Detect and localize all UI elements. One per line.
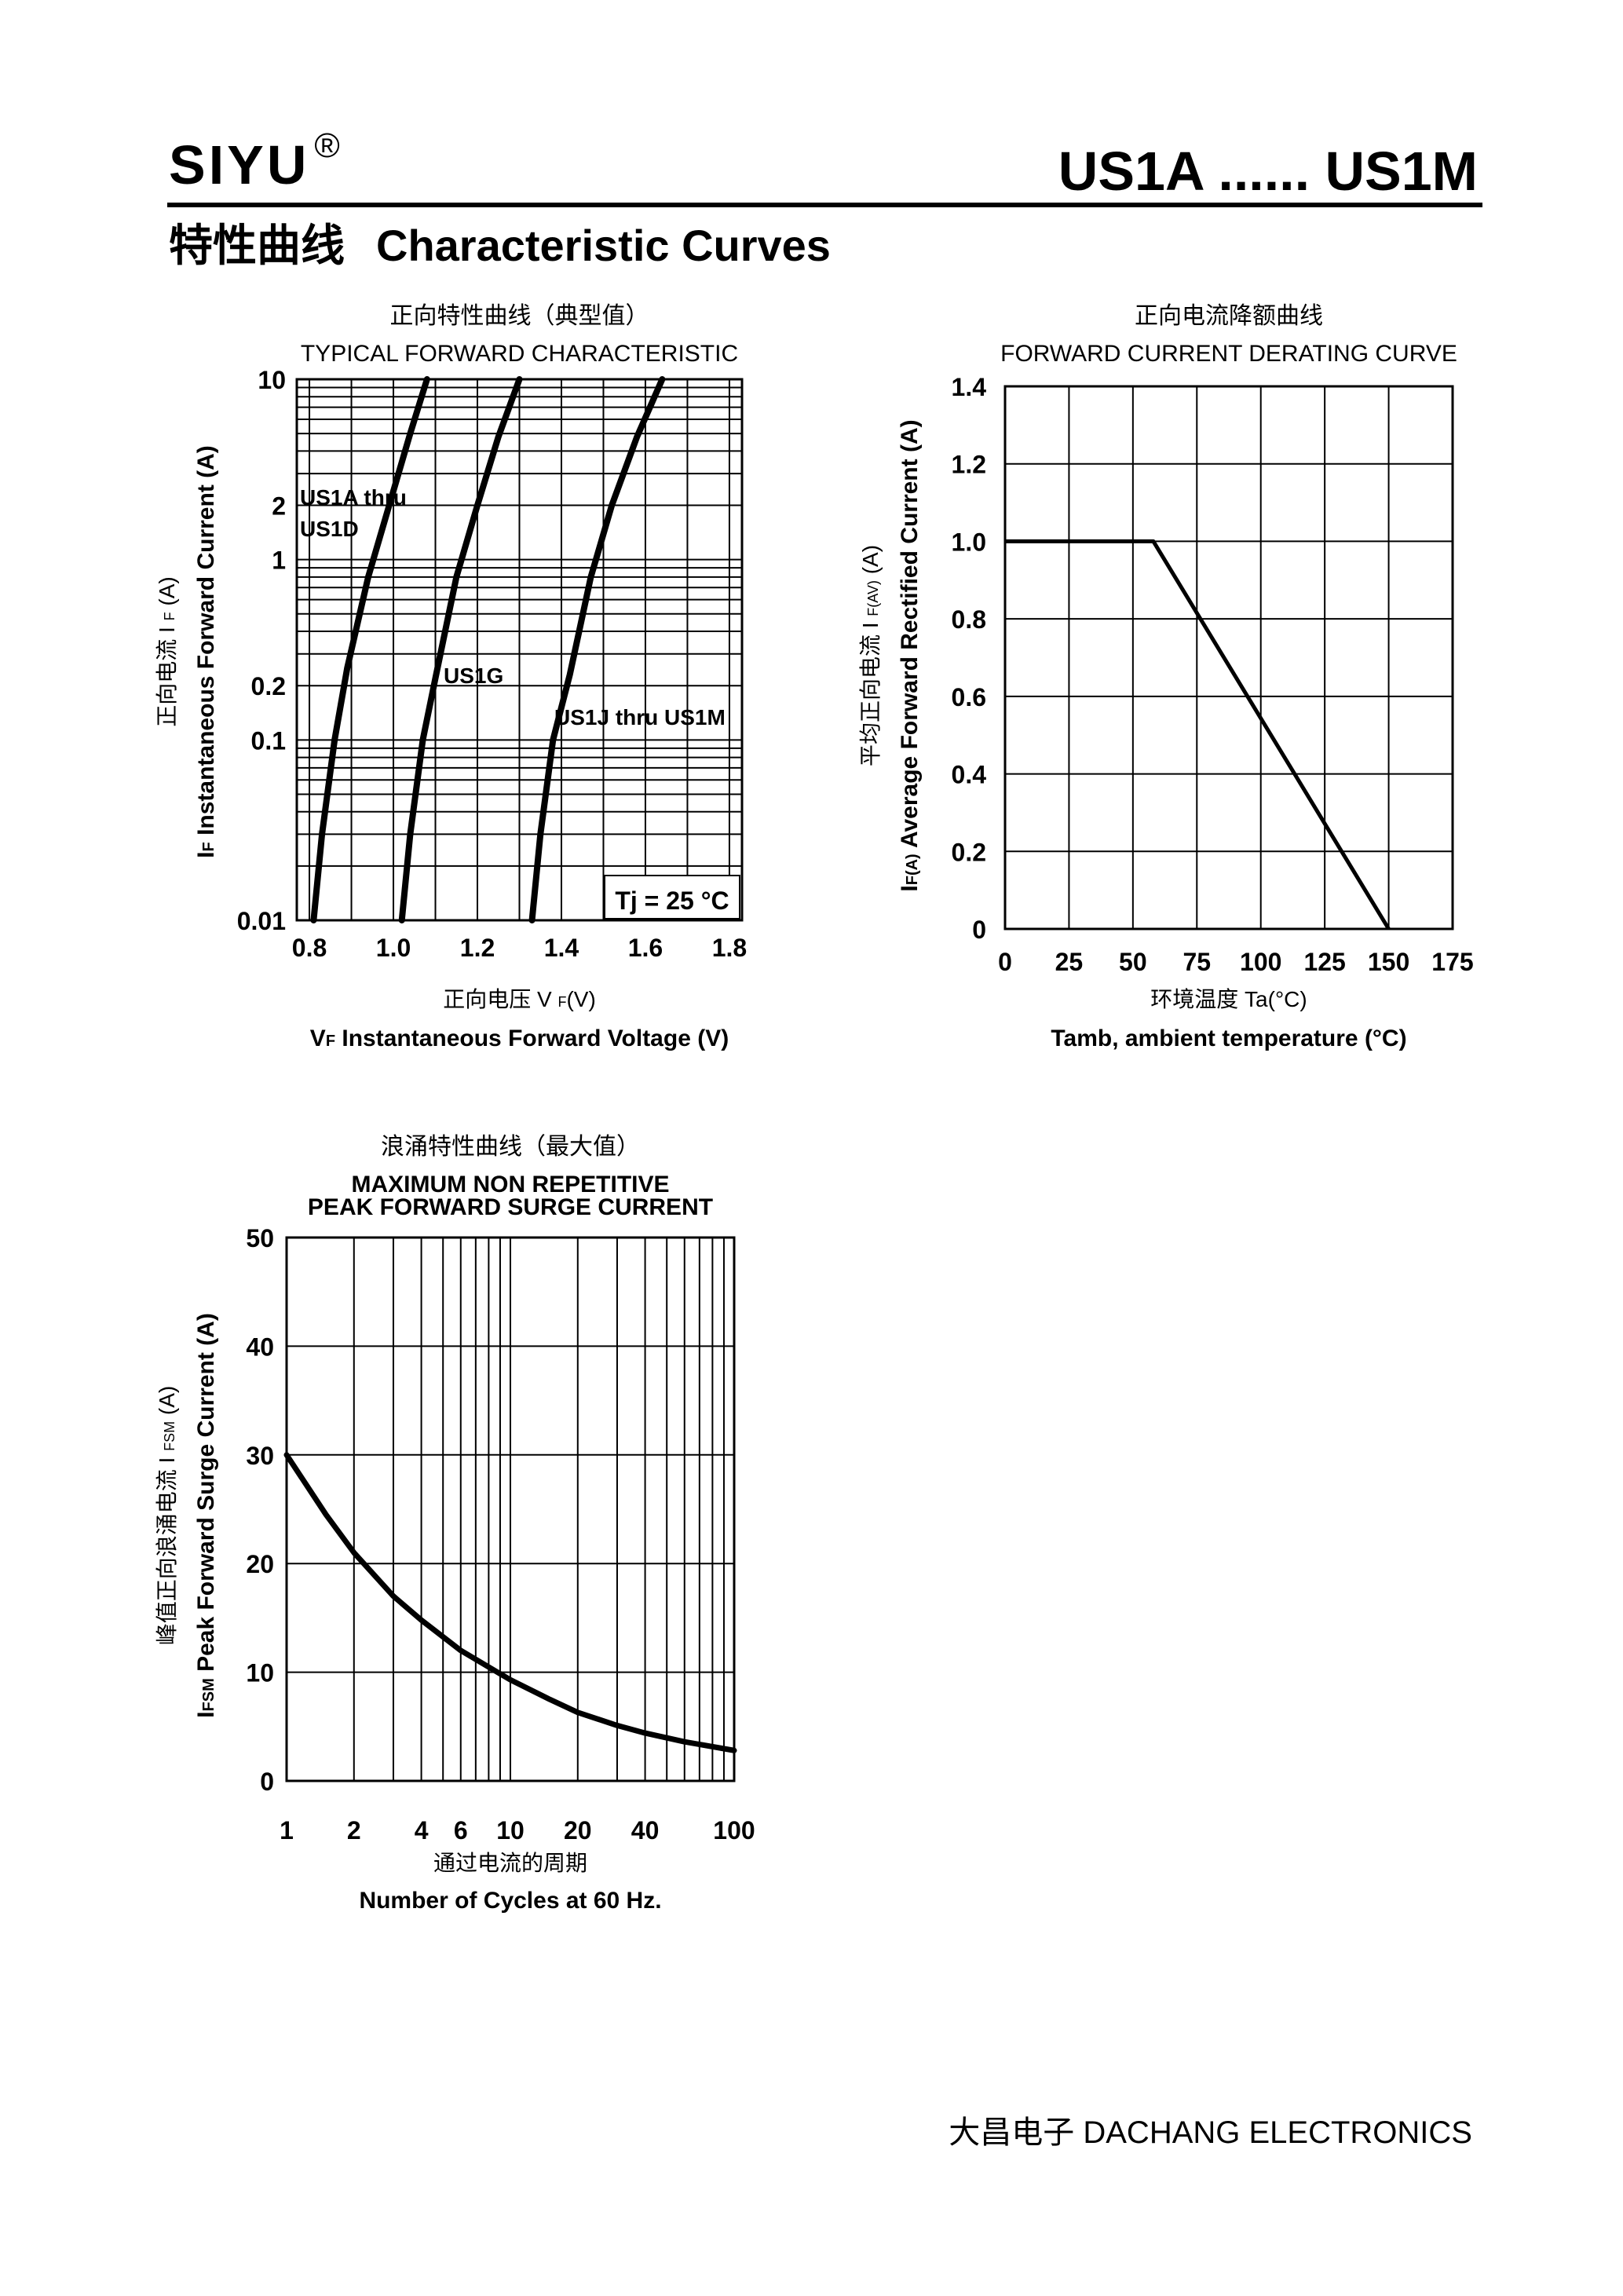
series-label: US1G [444,664,503,688]
x-tick-label: 10 [496,1816,525,1844]
x-axis-label: Number of Cycles at 60 Hz. [359,1888,661,1914]
x-tick-label: 1 [280,1816,294,1844]
x-tick-label: 100 [713,1816,755,1844]
x-tick-label: 40 [631,1816,660,1844]
y-tick-label: 0 [260,1768,274,1796]
series-line [310,376,430,923]
derating-chart: 正向电流降额曲线 FORWARD CURRENT DERATING CURVE 0 2… [858,303,1474,1051]
series-line [398,376,523,923]
y-tick-label: 40 [246,1333,274,1361]
x-axis-label: Tamb, ambient temperature (°C) [1051,1026,1406,1051]
section-title-cn: 特性曲线 [169,221,345,270]
series-label: US1D [300,517,359,541]
y-tick-label: 1.0 [952,528,986,556]
chart2-title: FORWARD CURRENT DERATING CURVE [1000,341,1457,367]
footer-company: 大昌电子 DACHANG ELECTRONICS [949,2115,1472,2150]
x-tick-label: 75 [1183,948,1211,976]
y-tick-label: 0.1 [251,726,286,755]
y-tick-label: 0.2 [952,838,986,866]
x-tick-label: 150 [1368,948,1409,976]
x-tick-label: 0 [998,948,1012,976]
y-axis-label-cn: 平均正向电流 I F(AV) (A) [858,545,883,766]
header-rule [167,203,1482,207]
x-tick-label: 175 [1431,948,1473,976]
section-title: 特性曲线 Characteristic Curves [169,210,831,274]
x-tick-label: 1.8 [712,934,747,962]
chart3-title-cn: 浪涌特性曲线（最大值） [381,1134,640,1160]
series-line [283,1452,737,1753]
brand-name: SIYU [169,134,310,196]
y-tick-label: 30 [246,1442,274,1470]
x-tick-label: 1.2 [460,934,495,962]
y-axis-label-cn: 正向电流 I F (A) [155,576,179,726]
x-axis-label-cn: 通过电流的周期 [433,1851,587,1875]
y-axis-label: IF Instantaneous Forward Current (A) [193,445,219,858]
y-axis-label: IFSM Peak Forward Surge Current (A) [193,1313,219,1718]
x-tick-label: 125 [1303,948,1345,976]
x-tick-label: 2 [347,1816,361,1844]
y-tick-label: 0.6 [952,683,986,711]
y-tick-label: 50 [246,1224,274,1252]
y-tick-label: 10 [258,366,286,394]
x-tick-label: 20 [564,1816,592,1844]
x-tick-label: 100 [1240,948,1281,976]
y-tick-label: 0.8 [952,605,986,634]
part-range: US1A ...... US1M [1058,141,1478,202]
y-tick-label: 0.2 [251,672,286,700]
y-axis-label-cn: 峰值正向浪涌电流 I FSM (A) [155,1386,179,1645]
series-label: US1J thru US1M [554,705,726,729]
plot-frame [285,1236,736,1782]
brand-logo: SIYU ® [169,126,343,196]
registered-mark: ® [314,126,343,165]
y-tick-label: 0.4 [952,761,987,789]
y-tick-label: 1 [272,547,286,575]
annotation-box [604,875,740,919]
x-tick-label: 1.4 [544,934,579,962]
chart1-title: TYPICAL FORWARD CHARACTERISTIC [301,341,738,367]
forward-characteristic-chart: 正向特性曲线（典型值） TYPICAL FORWARD CHARACTERISTI… [155,303,747,1051]
y-tick-label: 1.2 [952,451,986,479]
series-label: US1A thru [300,485,407,510]
y-tick-label: 0.01 [237,907,286,935]
x-tick-label: 50 [1119,948,1147,976]
chart3-title: MAXIMUM NON REPETITIVE [351,1172,669,1197]
series-line [1005,539,1391,930]
x-tick-label: 6 [454,1816,468,1844]
chart3-title: PEAK FORWARD SURGE CURRENT [308,1194,713,1220]
plot-frame [1003,385,1454,930]
x-tick-label: 1.0 [376,934,411,962]
x-tick-label: 25 [1055,948,1084,976]
chart2-title-cn: 正向电流降额曲线 [1135,303,1323,329]
x-tick-label: 1.6 [628,934,663,962]
section-title-en: Characteristic Curves [376,221,831,270]
annotation-label: Tj = 25 °C [615,887,729,915]
x-axis-label: VF Instantaneous Forward Voltage (V) [310,1026,729,1051]
y-tick-label: 20 [246,1550,274,1578]
x-tick-label: 4 [415,1816,429,1844]
x-tick-label: 0.8 [292,934,327,962]
y-tick-label: 10 [246,1659,274,1687]
x-axis-label-cn: 正向电压 V F(V) [443,987,596,1011]
series-line [528,376,666,923]
y-tick-label: 2 [272,492,286,521]
y-axis-label: IF(A) Average Forward Rectified Current … [897,419,923,891]
y-tick-label: 1.4 [952,373,987,401]
chart1-title-cn: 正向特性曲线（典型值） [390,303,649,329]
x-axis-label-cn: 环境温度 Ta(°C) [1150,987,1307,1011]
y-tick-label: 0 [972,916,986,944]
